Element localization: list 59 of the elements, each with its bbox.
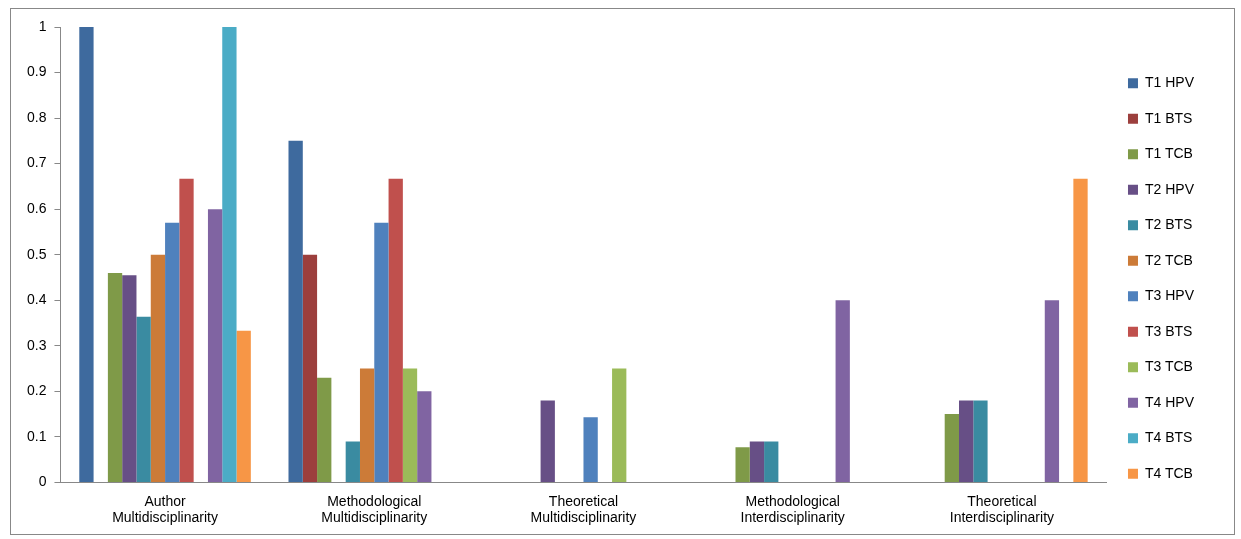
bar [973, 400, 988, 482]
bar [165, 222, 180, 482]
legend-label: T4 HPV [1144, 393, 1195, 410]
bar [835, 300, 850, 482]
legend-label: T1 TCB [1144, 145, 1193, 162]
y-tick-label: 1 [38, 17, 47, 34]
legend-label: T1 HPV [1144, 74, 1195, 91]
y-tick-label: 0.7 [26, 154, 47, 171]
bar [107, 272, 123, 482]
bar [236, 330, 251, 482]
bar [583, 417, 598, 482]
bar [1073, 178, 1088, 482]
legend-label: T2 HPV [1144, 180, 1195, 197]
bar [150, 254, 166, 482]
bar [959, 400, 974, 482]
y-tick-label: 0.5 [26, 245, 47, 262]
bar [764, 441, 779, 482]
bar [359, 368, 375, 482]
bar [122, 275, 137, 482]
legend-label: T4 TCB [1144, 464, 1193, 481]
legend-label: T2 BTS [1144, 216, 1193, 233]
y-tick-label: 0.3 [26, 336, 47, 353]
bar [944, 414, 959, 482]
legend-label: T4 BTS [1144, 429, 1193, 446]
x-tick-label: Methodological Interdisciplinarity [740, 492, 845, 526]
bar [207, 209, 223, 482]
bar [222, 27, 237, 482]
y-tick-label: 0.9 [26, 63, 47, 80]
bar [417, 391, 432, 482]
bar [302, 254, 318, 482]
legend-label: T3 HPV [1144, 287, 1195, 304]
bar [288, 140, 303, 482]
bar [1044, 300, 1060, 482]
legend-label: T3 BTS [1144, 322, 1193, 339]
x-tick-label: Methodological Multidisciplinarity [321, 492, 428, 526]
bar [345, 441, 360, 482]
legend-label: T1 BTS [1144, 109, 1193, 126]
x-tick-label: Theoretical Interdisciplinarity [949, 492, 1055, 526]
bar [179, 178, 194, 482]
y-tick-label: 0.8 [26, 108, 47, 125]
x-tick-label: Theoretical Multidisciplinarity [530, 492, 637, 526]
bar [402, 368, 418, 482]
bar [388, 178, 403, 482]
y-tick-label: 0.1 [26, 427, 47, 444]
y-tick-label: 0.2 [26, 382, 47, 399]
bar [374, 222, 389, 482]
bar [317, 377, 332, 482]
y-tick-label: 0.4 [26, 291, 47, 308]
bar [540, 400, 555, 482]
bar [749, 441, 765, 482]
bar [136, 316, 151, 482]
x-tick-label: Author Multidisciplinarity [112, 492, 218, 526]
legend-label: T2 TCB [1144, 251, 1193, 268]
y-tick-label: 0.6 [26, 200, 47, 217]
bar [79, 27, 94, 482]
y-tick-label: 0 [38, 473, 47, 490]
legend-label: T3 TCB [1144, 358, 1193, 375]
bar [735, 447, 750, 482]
bar [612, 368, 627, 482]
